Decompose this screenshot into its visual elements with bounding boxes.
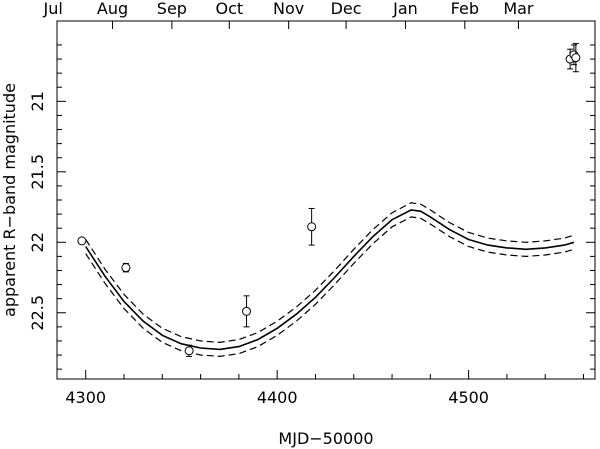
month-label: Aug xyxy=(97,0,128,18)
point-marker xyxy=(242,306,252,316)
x-tick-label: 4500 xyxy=(448,388,489,407)
data-point xyxy=(571,43,581,73)
observations xyxy=(77,43,581,357)
y-axis-label: apparent R−band magnitude xyxy=(0,83,19,317)
data-point xyxy=(242,295,252,328)
x-tick-label: 4400 xyxy=(257,388,298,407)
data-point xyxy=(307,207,317,246)
point-marker xyxy=(184,346,194,356)
model-lower-bound xyxy=(85,216,575,358)
model-curves xyxy=(85,202,575,358)
month-label: Feb xyxy=(451,0,479,18)
x-tick-label: 4300 xyxy=(65,388,106,407)
x-axis-label: MJD−50000 xyxy=(278,429,373,448)
point-marker xyxy=(121,263,131,273)
data-point xyxy=(77,236,87,246)
y-axis: 21 21.5 22 22.5 xyxy=(28,44,595,370)
model-upper-bound xyxy=(85,202,575,344)
month-label: Oct xyxy=(215,0,243,18)
top-month-axis: Jul Aug Sep Oct Nov Dec Jan Feb Mar xyxy=(43,0,534,29)
month-label: Sep xyxy=(157,0,187,18)
x-axis: 4300 4400 4500 xyxy=(65,370,585,407)
data-point xyxy=(121,262,131,273)
y-tick-label: 21 xyxy=(28,91,47,111)
point-marker xyxy=(307,222,317,232)
data-point xyxy=(184,344,194,357)
point-marker xyxy=(77,236,87,246)
month-label: Dec xyxy=(331,0,362,18)
month-label: Jul xyxy=(43,0,63,18)
month-label: Jan xyxy=(392,0,418,18)
plot-frame xyxy=(56,20,596,380)
y-tick-label: 22.5 xyxy=(28,295,47,331)
month-label: Mar xyxy=(503,0,534,18)
y-tick-label: 22 xyxy=(28,232,47,252)
y-tick-label: 21.5 xyxy=(28,154,47,190)
month-label: Nov xyxy=(273,0,304,18)
point-marker xyxy=(571,53,581,63)
model-curve xyxy=(85,209,575,351)
